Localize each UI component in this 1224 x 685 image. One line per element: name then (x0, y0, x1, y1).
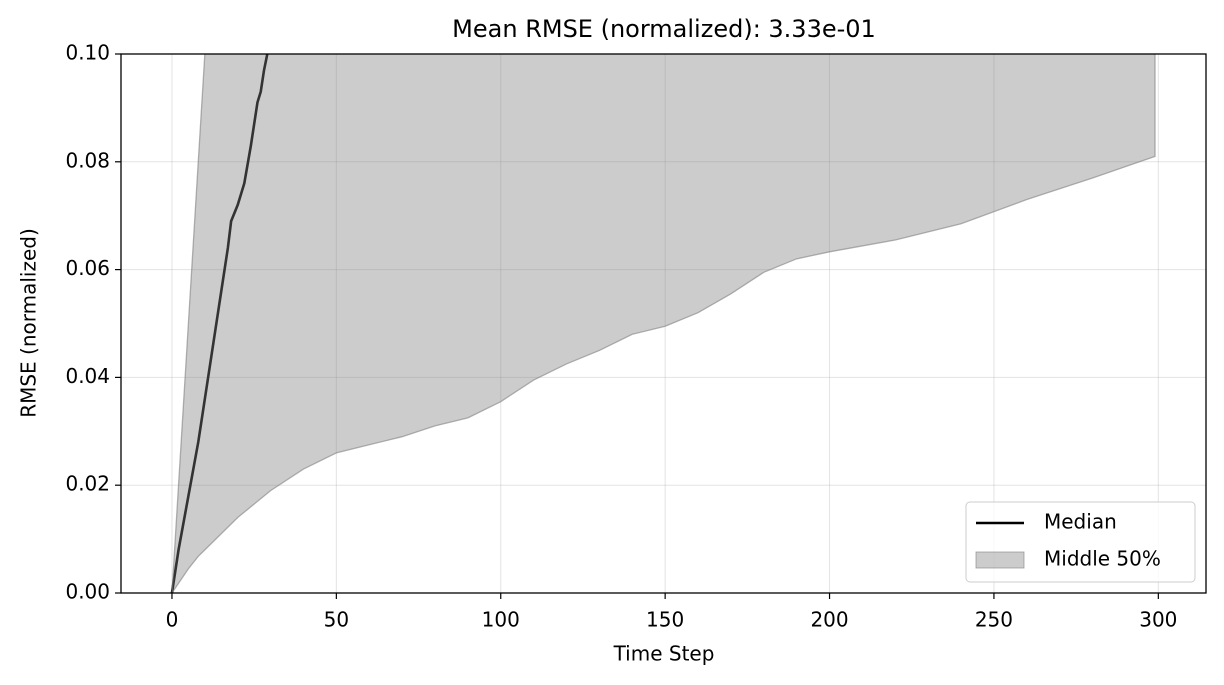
x-tick-label: 300 (1139, 608, 1177, 632)
y-tick-label: 0.04 (65, 364, 110, 388)
legend-swatch (975, 551, 1025, 569)
legend-label: Median (1044, 510, 1117, 534)
ticks: 0 50 100 150 200 250 300 0.00 0.02 0.04 0.06 0.08 0.… (65, 41, 1177, 632)
x-tick-label: 100 (482, 608, 520, 632)
legend-label: Middle 50% (1044, 547, 1161, 571)
y-tick-label: 0.00 (65, 580, 110, 604)
plot-area (170, 54, 1156, 593)
x-tick-label: 50 (324, 608, 349, 632)
x-axis-label: Time Step (613, 642, 715, 666)
y-tick-label: 0.08 (65, 148, 110, 172)
x-tick-label: 200 (810, 608, 848, 632)
axes-frame (120, 53, 1207, 594)
legend: Median Middle 50% (965, 501, 1196, 583)
chart-title: Mean RMSE (normalized): 3.33e-01 (452, 15, 876, 43)
y-axis-label: RMSE (normalized) (17, 228, 41, 418)
y-tick-label: 0.06 (65, 256, 110, 280)
median-line (170, 54, 269, 593)
band-area (171, 54, 1156, 593)
x-tick-label: 150 (646, 608, 684, 632)
y-tick-label: 0.10 (65, 41, 110, 65)
x-tick-label: 250 (975, 608, 1013, 632)
x-tick-label: 0 (166, 608, 179, 632)
y-tick-label: 0.02 (65, 472, 110, 496)
